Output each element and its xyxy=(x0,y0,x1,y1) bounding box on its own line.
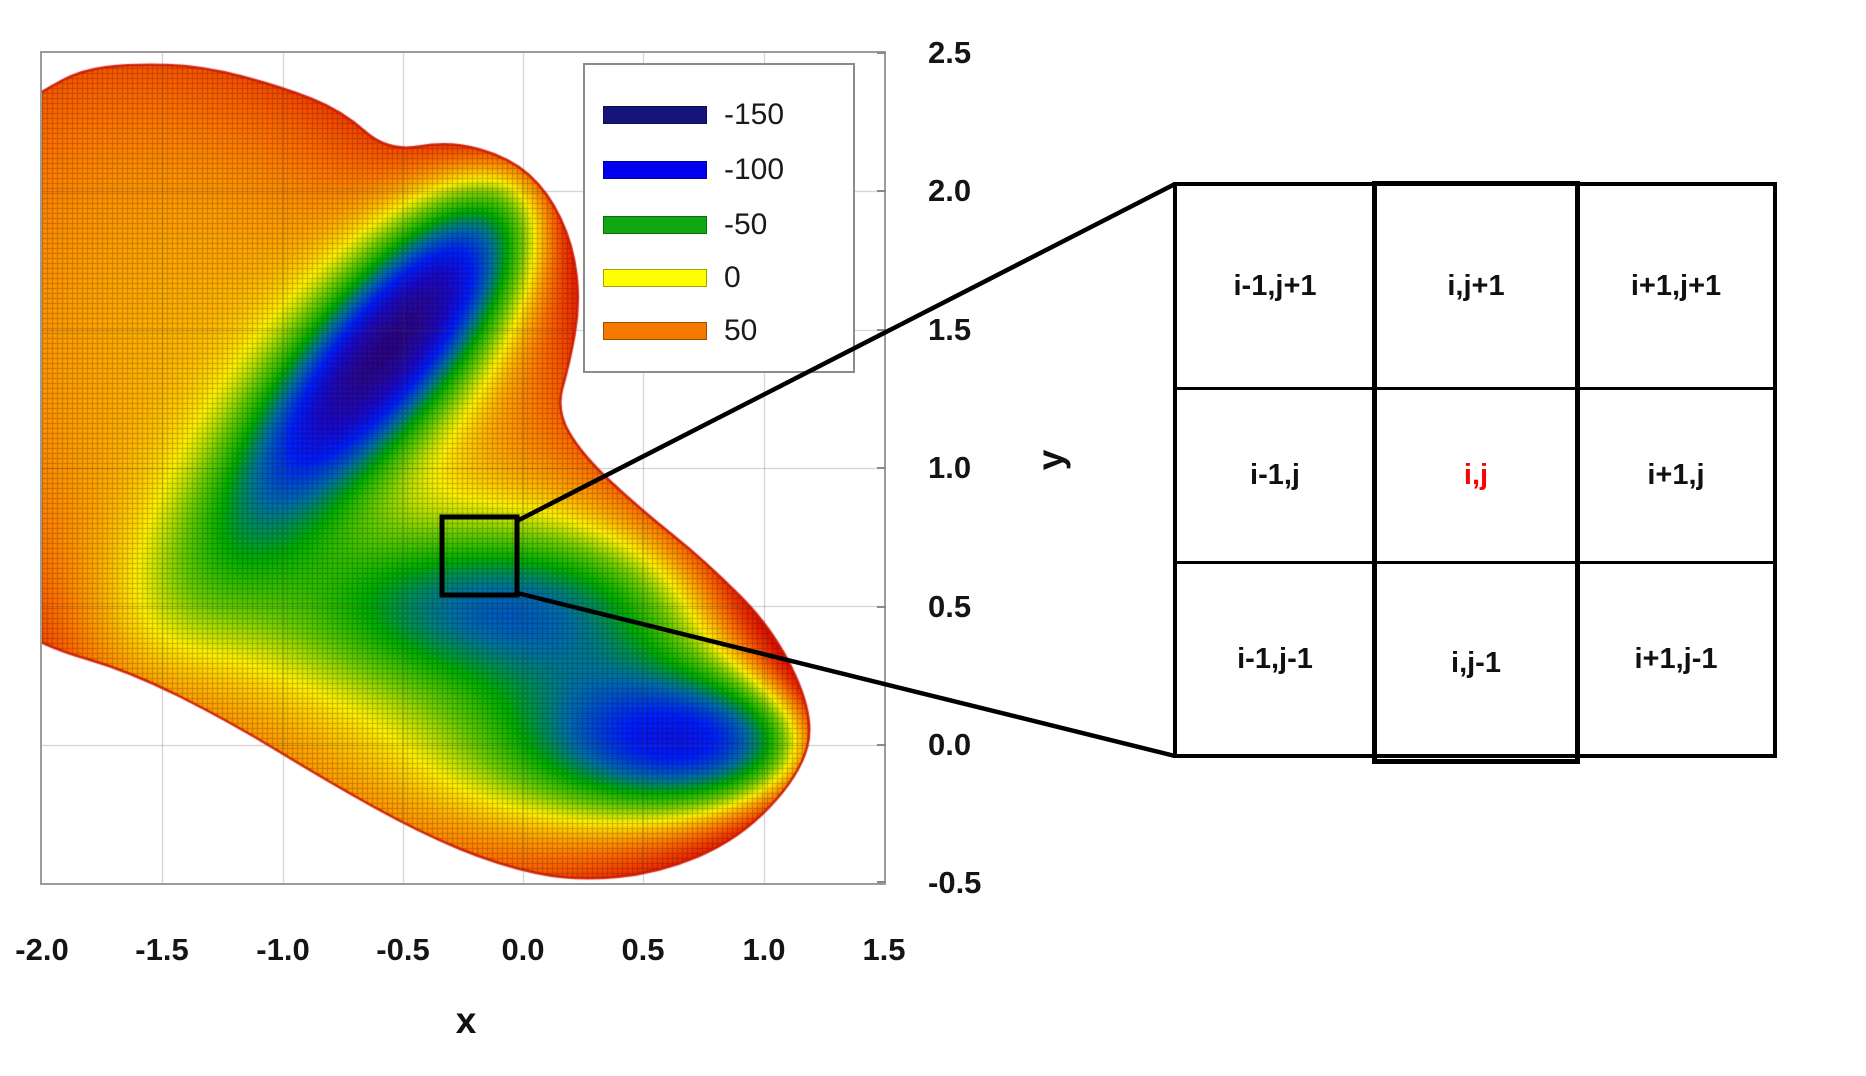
legend-entry: 50 xyxy=(585,313,853,349)
y-axis-label: y xyxy=(1030,449,1071,471)
stencil-cell-1-0: i-1,j xyxy=(1250,459,1300,491)
legend-swatch xyxy=(603,216,707,234)
x-tick-label: 1.5 xyxy=(862,932,906,967)
y-tick-mark xyxy=(877,606,886,608)
stencil-cell-0-2: i+1,j+1 xyxy=(1630,270,1722,302)
x-tick-label: -0.5 xyxy=(376,932,430,967)
x-tick-label: 0.0 xyxy=(501,932,545,967)
y-tick-label: 0.5 xyxy=(928,589,972,624)
y-tick-mark xyxy=(877,744,886,746)
x-tick-label: 0.5 xyxy=(621,932,665,967)
legend-label: -150 xyxy=(724,98,785,131)
legend-swatch xyxy=(603,322,707,340)
y-tick-mark xyxy=(877,467,886,469)
x-tick-label: 1.0 xyxy=(742,932,786,967)
legend-label: -50 xyxy=(724,208,768,241)
stencil-cell-2-2: i+1,j-1 xyxy=(1634,642,1718,675)
y-tick-label: 2.0 xyxy=(928,173,972,208)
stencil-grid: i-1,j+1 i,j+1 i+1,j+1 i-1,j i,j i+1,j i-… xyxy=(1173,181,1777,764)
legend-label: 50 xyxy=(724,314,758,347)
legend-entry: -150 xyxy=(585,97,853,133)
y-tick-label: 1.5 xyxy=(928,312,972,347)
grid-divider-horizontal xyxy=(1177,387,1773,390)
legend-swatch xyxy=(603,106,707,124)
stencil-center-column-outline xyxy=(1372,181,1580,764)
legend-entry: -100 xyxy=(585,152,853,188)
legend-entry: 0 xyxy=(585,260,853,296)
legend: -150 -100 -50 0 50 xyxy=(583,63,855,373)
stencil-cell-2-1: i,j-1 xyxy=(1451,646,1501,679)
legend-label: -100 xyxy=(724,153,785,186)
y-tick-mark xyxy=(877,329,886,331)
legend-swatch xyxy=(603,161,707,179)
y-tick-label: 2.5 xyxy=(928,35,972,70)
legend-swatch xyxy=(603,269,707,287)
y-tick-mark xyxy=(877,190,886,192)
stencil-cell-1-2: i+1,j xyxy=(1647,459,1705,491)
x-axis-label: x xyxy=(455,1000,477,1041)
legend-entry: -50 xyxy=(585,207,853,243)
x-tick-label: -1.0 xyxy=(256,932,310,967)
grid-divider-horizontal xyxy=(1177,561,1773,564)
legend-label: 0 xyxy=(724,261,741,294)
stencil-cell-0-1: i,j+1 xyxy=(1447,270,1505,302)
stencil-cell-center: i,j xyxy=(1463,459,1489,491)
stencil-cell-0-0: i-1,j+1 xyxy=(1233,270,1317,302)
y-tick-mark xyxy=(877,881,886,883)
y-tick-label: -0.5 xyxy=(928,865,982,900)
stencil-cell-2-0: i-1,j-1 xyxy=(1237,642,1313,675)
y-tick-mark xyxy=(877,52,886,54)
x-tick-label: -2.0 xyxy=(15,932,69,967)
y-tick-label: 1.0 xyxy=(928,450,972,485)
x-tick-label: -1.5 xyxy=(135,932,189,967)
y-tick-label: 0.0 xyxy=(928,727,972,762)
